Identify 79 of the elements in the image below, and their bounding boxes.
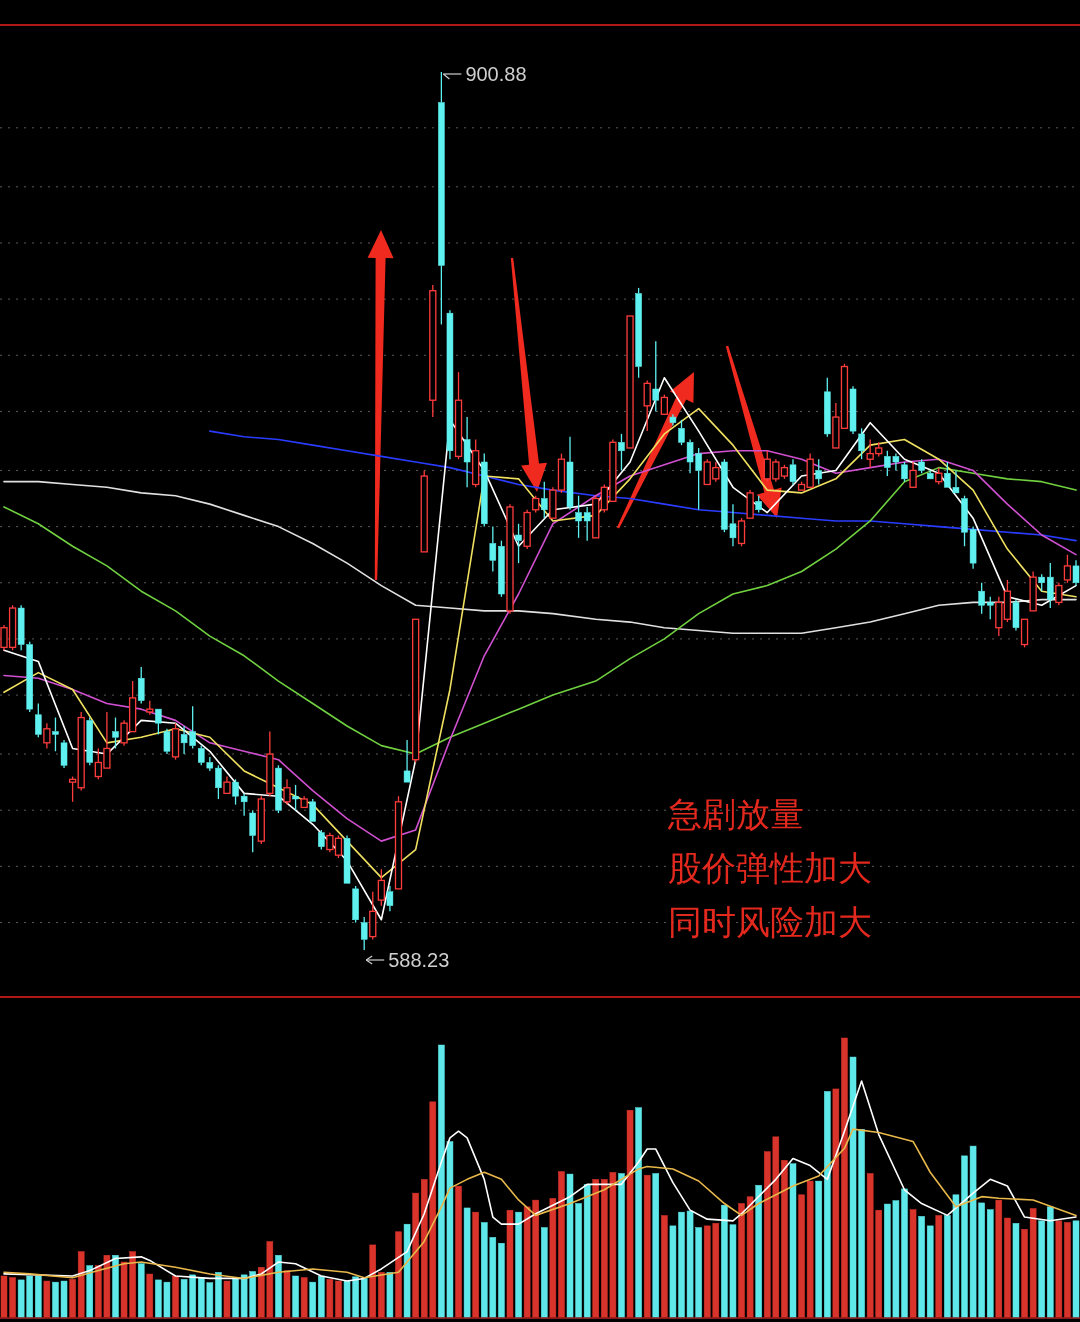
bar [146, 1273, 154, 1319]
bar [1055, 1220, 1063, 1319]
bar [1012, 1223, 1020, 1319]
bar [395, 1231, 402, 1319]
bar [1004, 1217, 1011, 1319]
bar [215, 1272, 222, 1319]
bar [815, 1180, 822, 1319]
candlestick [463, 416, 471, 488]
bar [378, 1272, 385, 1319]
bar [472, 1211, 479, 1319]
bar [583, 1184, 591, 1319]
bar [77, 1251, 85, 1319]
bar [369, 1244, 377, 1319]
bar [926, 1225, 934, 1319]
bar [1047, 1206, 1054, 1319]
bar [1072, 1220, 1080, 1319]
bar [43, 1280, 51, 1319]
bar [223, 1280, 231, 1319]
bar [35, 1275, 42, 1319]
bar [755, 1185, 762, 1319]
bar [455, 1185, 462, 1319]
bar [626, 1109, 634, 1319]
bar [781, 1160, 788, 1319]
bar [463, 1207, 471, 1319]
bar [1038, 1220, 1045, 1319]
annotation: 股价弹性加大 [668, 849, 872, 887]
bar [592, 1179, 599, 1319]
annotation: 急剧放量 [667, 795, 804, 833]
candlestick [1072, 559, 1080, 587]
candlestick [523, 509, 531, 550]
candlestick [849, 385, 857, 435]
bar [309, 1281, 316, 1319]
candlestick [566, 436, 574, 511]
bar [318, 1275, 325, 1319]
bar [541, 1227, 548, 1319]
bar [635, 1107, 642, 1319]
candlestick [283, 778, 291, 806]
bar [412, 1192, 419, 1319]
bar [172, 1275, 179, 1319]
bar [86, 1265, 94, 1319]
bar [652, 1173, 660, 1319]
bar [283, 1270, 291, 1319]
candlestick [163, 728, 171, 755]
bar [935, 1215, 943, 1319]
bar [661, 1215, 668, 1319]
bar [292, 1275, 299, 1319]
bar [789, 1163, 797, 1319]
annotation: 900.88 [465, 63, 527, 85]
candlestick [266, 730, 274, 797]
bar [986, 1209, 994, 1319]
bar [995, 1199, 1003, 1319]
bar [824, 1091, 831, 1319]
bar [498, 1242, 505, 1319]
candlestick [446, 309, 454, 460]
candlestick [789, 458, 797, 486]
bar [403, 1223, 411, 1319]
annotation: 同时风险加大 [668, 903, 872, 941]
bar [643, 1174, 651, 1319]
bar [1064, 1222, 1071, 1319]
candlestick [669, 413, 677, 427]
bar [360, 1277, 368, 1319]
bar [909, 1209, 917, 1319]
annotation: 588.23 [388, 949, 450, 971]
bar [300, 1277, 308, 1319]
candlestick [506, 503, 514, 615]
bar [275, 1255, 282, 1319]
bar [69, 1279, 76, 1319]
candlestick [60, 739, 68, 769]
candlestick [1012, 598, 1020, 632]
bar [112, 1255, 119, 1319]
candlestick [386, 885, 394, 912]
bar [618, 1173, 625, 1319]
bar [386, 1272, 394, 1319]
candlestick [43, 722, 51, 750]
candlestick [438, 71, 445, 326]
bar [515, 1211, 522, 1319]
bar [918, 1216, 925, 1319]
bar [137, 1263, 145, 1319]
bar [506, 1209, 514, 1319]
